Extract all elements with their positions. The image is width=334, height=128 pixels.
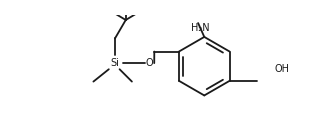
Text: OH: OH	[274, 64, 289, 74]
Text: O: O	[146, 58, 153, 68]
Text: Si: Si	[111, 58, 119, 68]
Text: H₂N: H₂N	[191, 23, 210, 33]
